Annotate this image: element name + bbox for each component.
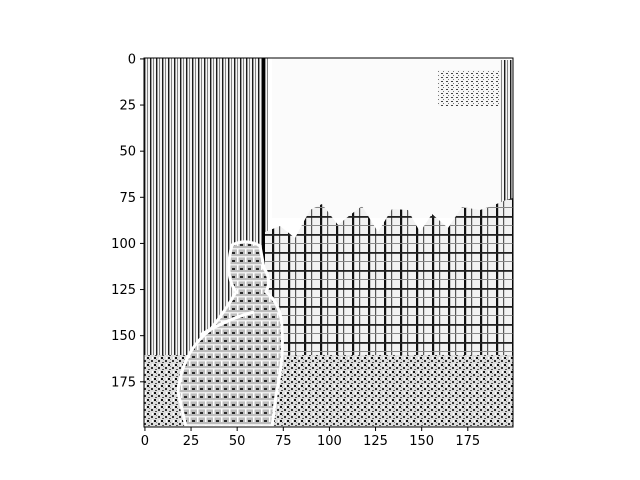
y-axis: 0 25 50 75 100 125 150 175: [111, 52, 144, 390]
plot-image: [144, 58, 513, 427]
x-tick-label-2: 50: [229, 434, 246, 449]
x-axis: 0 25 50 75 100 125 150 175: [141, 427, 480, 449]
y-tick-label-3: 75: [119, 191, 136, 206]
y-tick-label-1: 25: [119, 99, 136, 114]
y-tick-label-2: 50: [119, 145, 136, 160]
x-tick-label-3: 75: [275, 434, 292, 449]
x-tick-label-1: 25: [183, 434, 200, 449]
y-tick-label-7: 175: [111, 375, 136, 390]
y-tick-label-6: 150: [111, 329, 136, 344]
x-tick-label-5: 125: [363, 434, 388, 449]
y-tick-label-5: 125: [111, 283, 136, 298]
y-tick-label-0: 0: [128, 52, 136, 67]
y-tick-label-4: 100: [111, 237, 136, 252]
x-tick-label-6: 150: [409, 434, 434, 449]
x-tick-label-4: 100: [317, 434, 342, 449]
image-tree-cluster: [438, 70, 508, 106]
x-tick-label-0: 0: [141, 434, 149, 449]
x-tick-label-7: 175: [455, 434, 480, 449]
